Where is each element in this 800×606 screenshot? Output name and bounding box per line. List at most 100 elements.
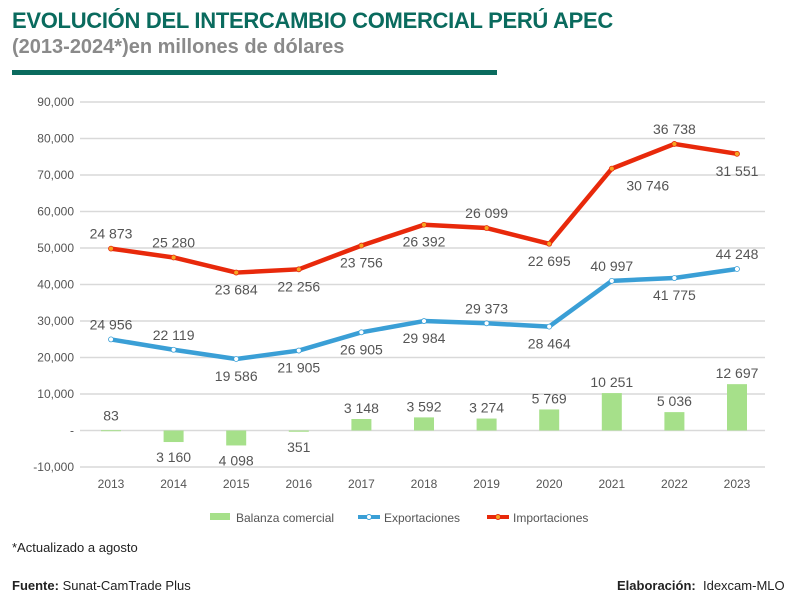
marker-importaciones <box>170 254 177 261</box>
y-tick-label: 90,000 <box>37 95 74 109</box>
x-tick-label: 2014 <box>160 477 187 491</box>
marker-exportaciones <box>108 336 114 343</box>
marker-exportaciones <box>546 323 553 330</box>
bar-balanza <box>351 419 372 431</box>
legend-label: Importaciones <box>513 511 588 525</box>
y-tick-label: -10,000 <box>33 460 74 474</box>
bar-balanza <box>476 418 497 431</box>
y-tick-label: 70,000 <box>37 168 74 182</box>
data-label-importaciones: 26 099 <box>465 205 508 221</box>
y-tick-label: 20,000 <box>37 351 74 365</box>
marker-importaciones <box>233 269 240 276</box>
y-tick-label: 30,000 <box>37 314 74 328</box>
footnote: *Actualizado a agosto <box>12 540 138 555</box>
y-tick-label: 60,000 <box>37 205 74 219</box>
x-tick-label: 2017 <box>348 477 375 491</box>
chart-subtitle: (2013-2024*)en millones de dólares <box>12 36 345 58</box>
data-label-exportaciones: 26 905 <box>340 341 383 357</box>
marker-exportaciones <box>671 275 678 281</box>
marker-exportaciones <box>608 277 615 284</box>
data-label-importaciones: 36 738 <box>653 121 696 137</box>
y-tick-label: 80,000 <box>37 132 74 146</box>
data-label-balanza: 5 769 <box>532 390 567 406</box>
credit-label: Elaboración: <box>617 578 696 593</box>
data-label-importaciones: 30 746 <box>626 178 669 194</box>
x-tick-label: 2022 <box>661 477 688 491</box>
source-label: Fuente: <box>12 578 59 593</box>
data-label-importaciones: 22 256 <box>277 278 320 294</box>
credit-value: Idexcam-MLO <box>702 578 785 593</box>
data-label-exportaciones: 19 586 <box>215 368 258 384</box>
x-tick-label: 2023 <box>724 477 751 491</box>
data-label-exportaciones: 29 984 <box>403 330 446 346</box>
data-label-balanza: 3 592 <box>406 398 441 414</box>
y-tick-label: - <box>70 424 74 438</box>
x-tick-label: 2015 <box>223 477 250 491</box>
data-label-exportaciones: 21 905 <box>277 360 320 376</box>
marker-exportaciones <box>483 320 490 327</box>
bar-balanza <box>226 430 247 446</box>
y-tick-label: 50,000 <box>37 241 74 255</box>
legend-marker <box>495 514 501 520</box>
marker-exportaciones <box>233 356 240 362</box>
bar-balanza <box>539 409 560 431</box>
legend-marker <box>366 514 372 520</box>
source-value: Sunat-CamTrade Plus <box>62 578 191 593</box>
x-tick-label: 2020 <box>536 477 563 491</box>
data-label-importaciones: 25 280 <box>152 234 195 250</box>
data-label-balanza: 3 160 <box>156 449 191 465</box>
data-label-importaciones: 22 695 <box>528 253 571 269</box>
source: Fuente: Sunat-CamTrade Plus <box>12 578 191 593</box>
data-label-exportaciones: 24 956 <box>90 316 133 332</box>
marker-importaciones <box>671 141 678 147</box>
bar-balanza <box>414 417 434 431</box>
data-label-exportaciones: 28 464 <box>528 336 571 352</box>
title-rule <box>12 70 497 75</box>
data-label-balanza: 351 <box>287 439 311 455</box>
data-label-balanza: 12 697 <box>716 365 759 381</box>
data-label-exportaciones: 40 997 <box>590 258 633 274</box>
x-tick-label: 2016 <box>285 477 312 491</box>
legend-swatch-balanza <box>210 513 230 520</box>
marker-importaciones <box>358 242 365 249</box>
marker-importaciones <box>483 225 490 231</box>
marker-exportaciones <box>734 266 740 272</box>
data-label-exportaciones: 41 775 <box>653 287 696 303</box>
bar-balanza <box>727 384 747 431</box>
data-label-exportaciones: 22 119 <box>153 327 195 343</box>
data-label-balanza: 3 274 <box>469 400 504 416</box>
credit: Elaboración: Idexcam-MLO <box>617 578 785 593</box>
data-label-importaciones: 26 392 <box>403 234 446 250</box>
bar-balanza <box>163 430 184 443</box>
marker-exportaciones <box>295 347 302 354</box>
x-tick-label: 2013 <box>98 477 125 491</box>
x-tick-label: 2019 <box>473 477 500 491</box>
bar-balanza <box>288 430 309 432</box>
legend-label: Exportaciones <box>384 511 460 525</box>
data-label-balanza: 5 036 <box>657 393 692 409</box>
marker-exportaciones <box>358 329 365 336</box>
line-importaciones <box>110 141 738 275</box>
data-label-balanza: 4 098 <box>219 452 254 468</box>
x-tick-label: 2018 <box>411 477 438 491</box>
marker-importaciones <box>546 240 553 247</box>
bar-balanza <box>601 393 622 431</box>
data-label-exportaciones: 44 248 <box>716 246 759 262</box>
marker-importaciones <box>295 266 302 273</box>
marker-exportaciones <box>170 346 177 353</box>
data-label-balanza: 10 251 <box>590 374 633 390</box>
bar-balanza <box>664 412 685 431</box>
bar-balanza <box>101 430 121 432</box>
marker-importaciones <box>421 221 427 228</box>
data-label-importaciones: 23 684 <box>215 282 258 298</box>
data-label-importaciones: 23 756 <box>340 255 383 271</box>
legend-label: Balanza comercial <box>236 511 334 525</box>
y-tick-label: 40,000 <box>37 278 74 292</box>
data-label-importaciones: 24 873 <box>90 226 133 242</box>
y-tick-label: 10,000 <box>37 387 74 401</box>
marker-importaciones <box>608 165 615 172</box>
data-label-importaciones: 31 551 <box>716 163 759 179</box>
data-label-exportaciones: 29 373 <box>465 300 508 316</box>
